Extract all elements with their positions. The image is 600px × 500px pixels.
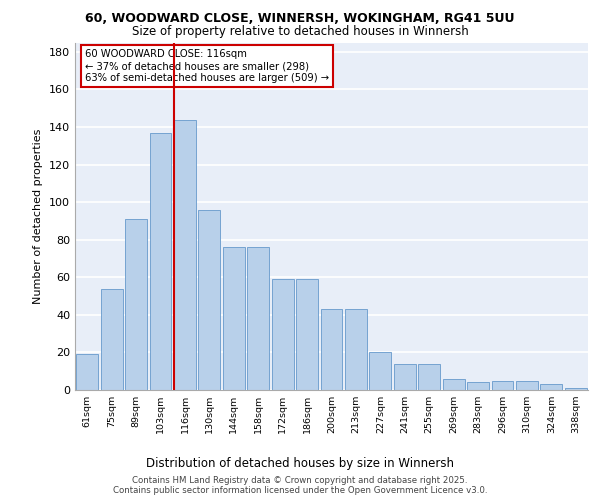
Bar <box>199 210 220 390</box>
Bar <box>149 132 172 390</box>
Bar <box>541 384 562 390</box>
Bar <box>345 309 367 390</box>
Text: 60, WOODWARD CLOSE, WINNERSH, WOKINGHAM, RG41 5UU: 60, WOODWARD CLOSE, WINNERSH, WOKINGHAM,… <box>85 12 515 24</box>
Text: Size of property relative to detached houses in Winnersh: Size of property relative to detached ho… <box>131 25 469 38</box>
Bar <box>76 354 98 390</box>
Bar <box>491 380 514 390</box>
Bar <box>394 364 416 390</box>
Bar <box>125 219 147 390</box>
Text: Contains public sector information licensed under the Open Government Licence v3: Contains public sector information licen… <box>113 486 487 495</box>
Bar <box>223 247 245 390</box>
Bar <box>296 279 318 390</box>
Bar <box>101 288 122 390</box>
Bar <box>418 364 440 390</box>
Bar <box>443 378 464 390</box>
Bar <box>272 279 293 390</box>
Bar <box>320 309 343 390</box>
Bar <box>370 352 391 390</box>
Bar <box>467 382 489 390</box>
Text: Distribution of detached houses by size in Winnersh: Distribution of detached houses by size … <box>146 458 454 470</box>
Text: 60 WOODWARD CLOSE: 116sqm
← 37% of detached houses are smaller (298)
63% of semi: 60 WOODWARD CLOSE: 116sqm ← 37% of detac… <box>85 50 329 82</box>
Bar <box>516 380 538 390</box>
Bar <box>565 388 587 390</box>
Bar <box>174 120 196 390</box>
Bar <box>247 247 269 390</box>
Y-axis label: Number of detached properties: Number of detached properties <box>34 128 43 304</box>
Text: Contains HM Land Registry data © Crown copyright and database right 2025.: Contains HM Land Registry data © Crown c… <box>132 476 468 485</box>
